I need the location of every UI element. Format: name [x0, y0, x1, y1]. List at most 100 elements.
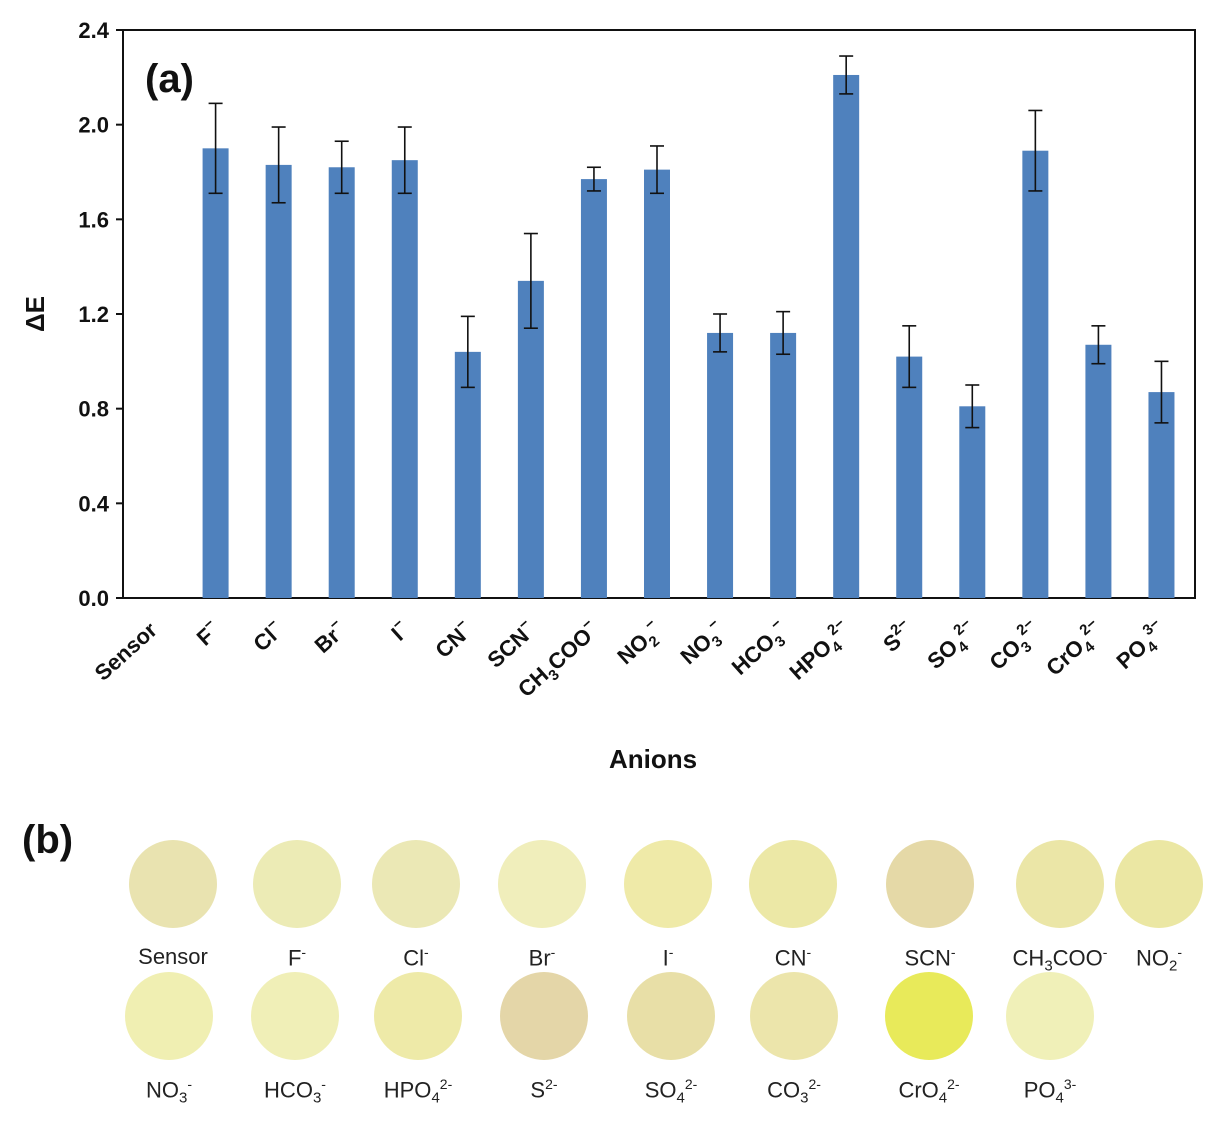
color-swatch: SO42-	[616, 972, 726, 1107]
swatch-label: F-	[287, 944, 307, 971]
y-tick-label: 0.4	[78, 491, 109, 516]
color-swatch: HCO3-	[240, 972, 350, 1107]
bar	[896, 356, 923, 598]
x-tick-label: HCO3−	[725, 615, 796, 684]
x-axis-title: Anions	[609, 744, 697, 774]
bar	[707, 332, 734, 598]
bar-chart: 0.0 0.4 0.8 1.2 1.6 2.0 2.4 Sensor F− Cl− Br− I− CN…	[20, 18, 1196, 774]
swatch-label: Sensor	[138, 944, 208, 969]
swatch-label: PO43-	[1023, 1076, 1077, 1107]
swatch-circle	[750, 972, 838, 1060]
error-bar	[334, 140, 349, 195]
swatch-label: HCO3-	[264, 1076, 326, 1107]
color-swatch: CrO42-	[874, 972, 984, 1107]
bar	[959, 406, 986, 598]
swatch-circle	[251, 972, 339, 1060]
swatch-label: Br-	[528, 944, 556, 971]
error-bar	[902, 325, 917, 389]
swatch-label: S2-	[530, 1076, 558, 1103]
error-bar	[523, 232, 538, 330]
bar	[202, 148, 229, 599]
bar	[265, 164, 292, 598]
error-bar	[1028, 109, 1043, 192]
swatch-label: CrO42-	[898, 1076, 960, 1107]
x-tick-label: Sensor	[90, 617, 162, 686]
swatch-circle	[886, 840, 974, 928]
swatch-circle	[624, 840, 712, 928]
error-bar	[713, 313, 728, 353]
bar	[328, 167, 355, 598]
color-swatch: Cl-	[361, 840, 471, 971]
error-bar	[208, 102, 223, 195]
y-axis: 0.0 0.4 0.8 1.2 1.6 2.0 2.4	[78, 18, 123, 611]
color-swatch: CO32-	[739, 972, 849, 1107]
x-tick-label: Br−	[308, 615, 352, 658]
swatch-circle	[1006, 972, 1094, 1060]
swatch-label: NO3-	[145, 1076, 192, 1107]
color-swatch: Br-	[487, 840, 597, 971]
swatch-row-1: Sensor F- Cl- Br- I- CN- SCN- CH3COO- NO2-	[0, 840, 1214, 990]
bar	[1148, 392, 1175, 598]
x-tick-label: SCN−	[480, 615, 540, 673]
color-swatch: PO43-	[995, 972, 1105, 1107]
swatch-label: I-	[662, 944, 674, 971]
x-tick-label: I−	[384, 615, 414, 646]
x-tick-label: HPO42−	[782, 615, 859, 689]
swatch-circle	[749, 840, 837, 928]
y-tick-label: 1.6	[78, 207, 109, 232]
swatch-label: CN-	[774, 944, 812, 971]
error-bar	[1091, 325, 1106, 365]
bar	[454, 351, 481, 598]
bar	[770, 332, 797, 598]
error-bar	[1154, 360, 1169, 424]
error-bar	[839, 55, 854, 95]
error-bar	[965, 384, 980, 429]
error-bar	[776, 310, 791, 356]
color-swatch: SCN-	[875, 840, 985, 971]
color-swatch: NO3-	[114, 972, 224, 1107]
bar	[833, 74, 860, 598]
y-tick-label: 2.4	[78, 18, 109, 43]
x-tick-label: NO2−	[610, 615, 669, 673]
bar	[644, 169, 670, 598]
x-tick-label: SO42−	[920, 615, 985, 678]
x-tick-label: CrO42−	[1039, 615, 1111, 685]
color-swatch: HPO42-	[363, 972, 473, 1107]
swatch-circle	[253, 840, 341, 928]
x-tick-label: CN−	[428, 615, 477, 663]
swatch-circle	[125, 972, 213, 1060]
swatch-circle	[372, 840, 460, 928]
swatch-circle	[627, 972, 715, 1060]
color-swatch: NO2-	[1104, 840, 1214, 975]
error-bar	[271, 126, 286, 204]
swatch-label: SCN-	[904, 944, 956, 971]
swatch-label: Cl-	[403, 944, 429, 971]
swatch-circle	[500, 972, 588, 1060]
x-axis-tick-labels: Sensor F− Cl− Br− I− CN− SCN−CH3COO−NO2−NO3−HC…	[90, 615, 1175, 702]
swatch-label: CO32-	[767, 1076, 821, 1107]
panel-b-label: (b)	[22, 818, 74, 862]
swatch-circle	[1115, 840, 1203, 928]
x-tick-label: CO32−	[983, 615, 1049, 679]
swatch-row-2: NO3- HCO3- HPO42- S2- SO42- CO32- CrO42- PO43-	[0, 972, 1214, 1122]
x-tick-label: Cl−	[246, 615, 288, 657]
swatch-label: CH3COO-	[1012, 944, 1108, 975]
x-tick-label: PO43−	[1110, 615, 1175, 678]
x-tick-label: NO3−	[673, 615, 732, 673]
bar	[1085, 344, 1112, 598]
bar	[1022, 150, 1049, 598]
swatch-label: NO2-	[1135, 944, 1182, 975]
error-bar	[586, 166, 601, 192]
swatch-label: HPO42-	[383, 1076, 453, 1107]
error-bar	[460, 315, 475, 389]
color-swatch: CN-	[738, 840, 848, 971]
swatch-label: SO42-	[644, 1076, 698, 1107]
y-tick-label: 1.2	[78, 302, 109, 327]
swatch-circle	[1016, 840, 1104, 928]
error-bars	[208, 55, 1169, 429]
bar	[580, 179, 607, 598]
bar	[517, 280, 544, 598]
error-bar	[397, 126, 412, 195]
y-axis-title: ΔE	[20, 296, 50, 332]
y-tick-label: 0.0	[78, 586, 109, 611]
